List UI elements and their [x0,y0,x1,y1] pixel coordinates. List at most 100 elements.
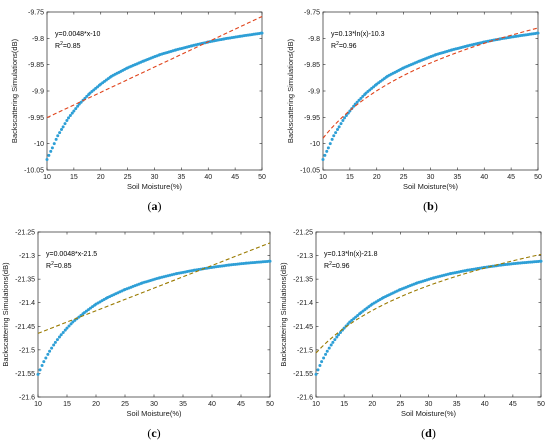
data-point [359,96,363,100]
panel-label-open: ( [148,199,152,213]
r-squared-symbol: R [331,43,336,50]
data-point [45,157,49,161]
x-tick-label: 40 [204,174,212,181]
y-tick-label: -10.05 [24,168,44,175]
data-point [329,343,333,347]
y-tick-label: -21.3 [297,253,313,260]
data-point [44,356,48,360]
y-tick-label: -21.55 [15,371,35,378]
x-tick-label: 40 [481,401,489,408]
data-point [55,338,59,342]
data-point [63,328,67,332]
x-tick-label: 20 [92,401,100,408]
x-axis-label: Soil Moisture(%) [126,409,182,418]
y-tick-label: -10 [310,141,320,148]
data-point [357,98,361,102]
panel-label: (c) [147,426,160,440]
data-point [77,102,81,106]
r-squared-symbol: R [46,263,51,270]
r-squared-value: =0.96 [339,43,357,50]
fit-line [315,253,542,354]
data-point [318,363,322,367]
data-point [50,346,54,350]
data-point [361,94,365,98]
data-point [322,356,326,360]
data-point [325,149,329,153]
y-tick-label: -21.35 [15,277,35,284]
r-squared-exponent: 2 [60,41,63,47]
fit-line [322,27,539,139]
r-squared-symbol: R [324,263,329,270]
fit-equation: y=0.13*ln(x)-10.3 [331,31,385,38]
data-point [324,352,328,356]
y-tick-label: -21.5 [297,347,313,354]
data-point [337,333,340,337]
panel-label-letter: c [151,426,157,440]
fit-equation: y=0.0048*x-10 [55,31,100,38]
panel-label: (d) [421,426,436,440]
x-tick-label: 50 [534,174,542,181]
chart-panel-a: 10 15 20 25 30 35 40 45 50 -9.75 -9.8 -9.85 -9.9 -9.9… [10,10,266,214]
x-tick-label: 10 [34,401,42,408]
data-point [321,157,325,161]
y-tick-label: -9.85 [28,62,44,69]
panel-label: (b) [423,199,438,213]
y-tick-label: -9.95 [28,115,44,122]
data-point [327,346,331,350]
data-point [52,142,56,146]
r-squared: R2=0.96 [324,261,350,270]
data-point [67,324,71,328]
data-point [47,153,51,157]
chart-panel-b: 10 15 20 25 30 35 40 45 50 -9.75 -9.8 -9.85 -9.9 -9.9… [286,10,542,214]
data-point [334,131,338,135]
y-tick-label: -21.35 [293,277,313,284]
data-point [40,363,44,367]
y-tick-label: -21.25 [293,230,313,237]
chart-panel-d: 10 15 20 25 30 35 40 45 50 -21.25 -21.3 -21.35 -21.4… [279,230,545,441]
x-tick-label: 45 [237,401,245,408]
data-point [350,318,354,322]
data-point [343,116,346,120]
data-point [333,338,337,342]
y-tick-label: -21.4 [297,300,313,307]
y-tick-label: -9.75 [28,10,44,17]
data-point [72,109,76,113]
data-point [336,127,340,131]
panel-label-close: ) [434,199,438,213]
data-point [352,317,356,321]
fit-equation: y=0.13*ln(x)-21.8 [324,251,378,258]
panel-label-letter: b [427,199,434,213]
fit-line [46,15,263,119]
x-tick-label: 45 [231,174,239,181]
x-tick-label: 20 [97,174,105,181]
x-tick-label: 20 [373,174,381,181]
data-point [63,122,67,126]
data-point [79,100,83,104]
x-tick-label: 25 [396,401,404,408]
data-point [314,372,318,376]
x-tick-label: 25 [124,174,132,181]
data-point [68,113,72,117]
panel-label-close: ) [157,426,161,440]
panel-label-letter: a [152,199,158,213]
data-point [355,100,359,104]
plot-area [315,231,542,398]
x-tick-label: 30 [151,174,159,181]
y-tick-label: -21.6 [297,395,313,402]
data-point [65,326,69,330]
data-point [61,125,65,129]
x-tick-label: 35 [179,401,187,408]
data-point [38,368,42,372]
x-tick-label: 35 [453,401,461,408]
x-tick-label: 15 [63,401,71,408]
data-point [50,146,54,150]
data-point [337,125,341,129]
y-axis-label: Backscattering Simulations(dB) [286,38,295,143]
panel-label-open: ( [421,426,425,440]
data-point [54,137,58,141]
data-point [77,315,81,319]
x-tick-label: 25 [400,174,408,181]
y-tick-label: -10 [34,141,44,148]
data-point [85,94,89,98]
data-point [330,137,334,141]
